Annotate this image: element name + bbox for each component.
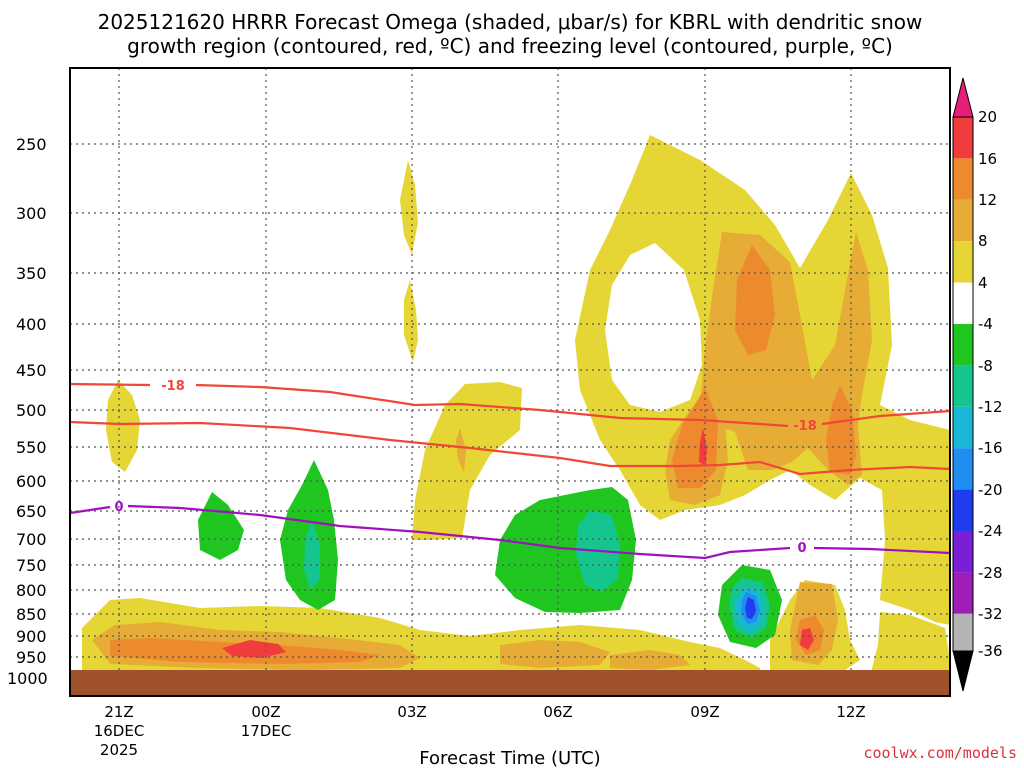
ytick-800: 800	[16, 581, 47, 600]
colorbar-bin-3	[953, 241, 973, 283]
ytick-250: 250	[16, 135, 47, 154]
colorbar-label-8: 8	[978, 232, 988, 250]
colorbar-bin-1	[953, 158, 973, 200]
ytick-550: 550	[16, 438, 47, 457]
omega-orange-right	[826, 385, 856, 475]
omega-red-lowband	[222, 640, 286, 658]
colorbar-label-20: 20	[978, 108, 997, 126]
colorbar-bin-7	[953, 406, 973, 449]
ytick-450: 450	[16, 361, 47, 380]
colorbar-label-neg12: -12	[978, 398, 1003, 416]
omega-yellow-mid	[412, 382, 522, 540]
colorbar-bin-5	[953, 324, 973, 366]
colorbar-label-neg32: -32	[978, 605, 1003, 623]
ytick-500: 500	[16, 401, 47, 420]
xtick-21z-date: 16DEC	[94, 722, 145, 740]
colorbar-bin-12	[953, 613, 973, 651]
xtick-12z: 12Z	[836, 703, 865, 721]
omega-yellow-lowband-far	[870, 612, 950, 676]
colorbar-label-neg28: -28	[978, 564, 1003, 582]
xtick-00z-date: 17DEC	[241, 722, 292, 740]
omega-yellow-left	[106, 380, 140, 472]
dgz-bottom-contour	[69, 420, 951, 476]
omega-yellow-streak-2	[404, 280, 418, 362]
colorbar-bin-9	[953, 489, 973, 531]
colorbar-bin-2	[953, 199, 973, 242]
colorbar-label-neg16: -16	[978, 439, 1003, 457]
dgz-label-left: -18	[161, 379, 185, 394]
y-axis: 250 300 350 400 450 500 550 600 650 700 …	[7, 135, 48, 688]
gridlines	[70, 68, 950, 696]
colorbar-label-12: 12	[978, 191, 997, 209]
xtick-03z: 03Z	[397, 703, 426, 721]
ytick-1000: 1000	[7, 669, 48, 688]
colorbar-bin-4	[953, 282, 973, 324]
omega-shading	[82, 135, 950, 676]
plot-area: -18 -18 0 0	[69, 67, 951, 697]
colorbar-bin-6	[953, 365, 973, 407]
ytick-850: 850	[16, 605, 47, 624]
omega-green-small	[198, 492, 244, 560]
xtick-21z-year: 2025	[100, 741, 138, 759]
plot-frame	[69, 67, 951, 697]
omega-gold-lowband-3	[610, 650, 690, 670]
omega-teal-mid	[304, 520, 320, 590]
credit-text: coolwx.com/models	[863, 744, 1017, 762]
dgz-top-contour	[69, 382, 951, 428]
ytick-900: 900	[16, 627, 47, 646]
colorbar-frame	[952, 116, 974, 652]
omega-orange-upper	[735, 245, 775, 355]
colorbar-label-4: 4	[978, 274, 988, 292]
omega-yellow-streak-1	[400, 160, 418, 255]
contours: -18 -18 0 0	[69, 379, 951, 560]
ytick-700: 700	[16, 530, 47, 549]
ytick-650: 650	[16, 502, 47, 521]
colorbar-label-neg36: -36	[978, 642, 1003, 660]
colorbar-bottom-arrow	[952, 650, 974, 692]
omega-red-lowband-right	[800, 628, 814, 650]
omega-gold-lowband-2	[500, 640, 610, 668]
omega-red-small	[699, 428, 707, 466]
omega-orange-mid	[672, 388, 718, 488]
chart-title-line2: growth region (contoured, red, ºC) and f…	[127, 34, 893, 58]
colorbar-label-neg20: -20	[978, 481, 1003, 499]
freezing-label-left: 0	[114, 500, 123, 515]
ytick-350: 350	[16, 264, 47, 283]
ytick-750: 750	[16, 556, 47, 575]
omega-gold-mid	[456, 428, 466, 472]
dgz-label-right: -18	[793, 419, 817, 434]
x-axis: 21Z 16DEC 2025 00Z 17DEC 03Z 06Z 09Z 12Z…	[94, 703, 866, 768]
colorbar-top-arrow	[952, 77, 974, 118]
freezing-label-right: 0	[797, 541, 806, 556]
omega-darkblue-low	[745, 597, 756, 619]
colorbar-bin-11	[953, 572, 973, 614]
freezing-level-contour	[69, 504, 951, 560]
colorbar-bin-8	[953, 448, 973, 490]
colorbar-label-16: 16	[978, 150, 997, 168]
colorbar: 20 16 12 8 4 -4 -8 -12 -16 -20 -24 -28 -…	[952, 77, 1003, 692]
colorbar-label-neg4: -4	[978, 315, 993, 333]
ytick-950: 950	[16, 648, 47, 667]
xtick-00z: 00Z	[251, 703, 280, 721]
chart-title-line1: 2025121620 HRRR Forecast Omega (shaded, …	[98, 10, 923, 34]
xtick-21z: 21Z	[104, 703, 133, 721]
ytick-300: 300	[16, 204, 47, 223]
colorbar-label-neg24: -24	[978, 522, 1003, 540]
colorbar-bin-10	[953, 531, 973, 573]
x-axis-title: Forecast Time (UTC)	[419, 748, 600, 768]
xtick-06z: 06Z	[543, 703, 572, 721]
colorbar-bin-0	[953, 117, 973, 159]
xtick-09z: 09Z	[690, 703, 719, 721]
ytick-600: 600	[16, 472, 47, 491]
ytick-400: 400	[16, 315, 47, 334]
colorbar-label-neg8: -8	[978, 357, 993, 375]
ground-below-surface	[70, 670, 950, 696]
